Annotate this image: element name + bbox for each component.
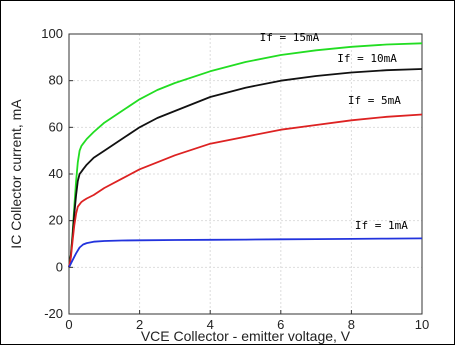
x-tick-label: 2 [136,317,143,332]
y-tick-label: 60 [49,119,63,134]
x-tick-label: 8 [348,317,355,332]
series-line [68,68,423,268]
x-tick-label: 10 [415,317,429,332]
series-line [68,42,423,268]
grid-layer [69,34,422,314]
y-tick-label: 0 [56,259,63,274]
series-line [68,237,423,268]
y-axis-title: IC Collector current, mA [8,99,24,249]
curve-annotation: If = 5mA [348,94,401,107]
x-tick-label: 4 [207,317,214,332]
x-tick-label: 6 [277,317,284,332]
x-tick-label: 0 [65,317,72,332]
y-tick-label: 80 [49,73,63,88]
x-axis-title: VCE Collector - emitter voltage, V [141,328,351,344]
curve-annotation: If = 15mA [260,31,320,44]
annotation-layer: If = 15mA If = 10mA If = 5mA If = 1mA [260,31,409,232]
y-tick-label: -20 [44,306,63,321]
y-tick-label: 100 [41,26,63,41]
series-layer [68,42,423,268]
curve-annotation: If = 1mA [355,219,408,232]
y-tick-label: 20 [49,213,63,228]
y-tick-label: 40 [49,166,63,181]
series-line [68,113,423,268]
curve-annotation: If = 10mA [337,52,397,65]
